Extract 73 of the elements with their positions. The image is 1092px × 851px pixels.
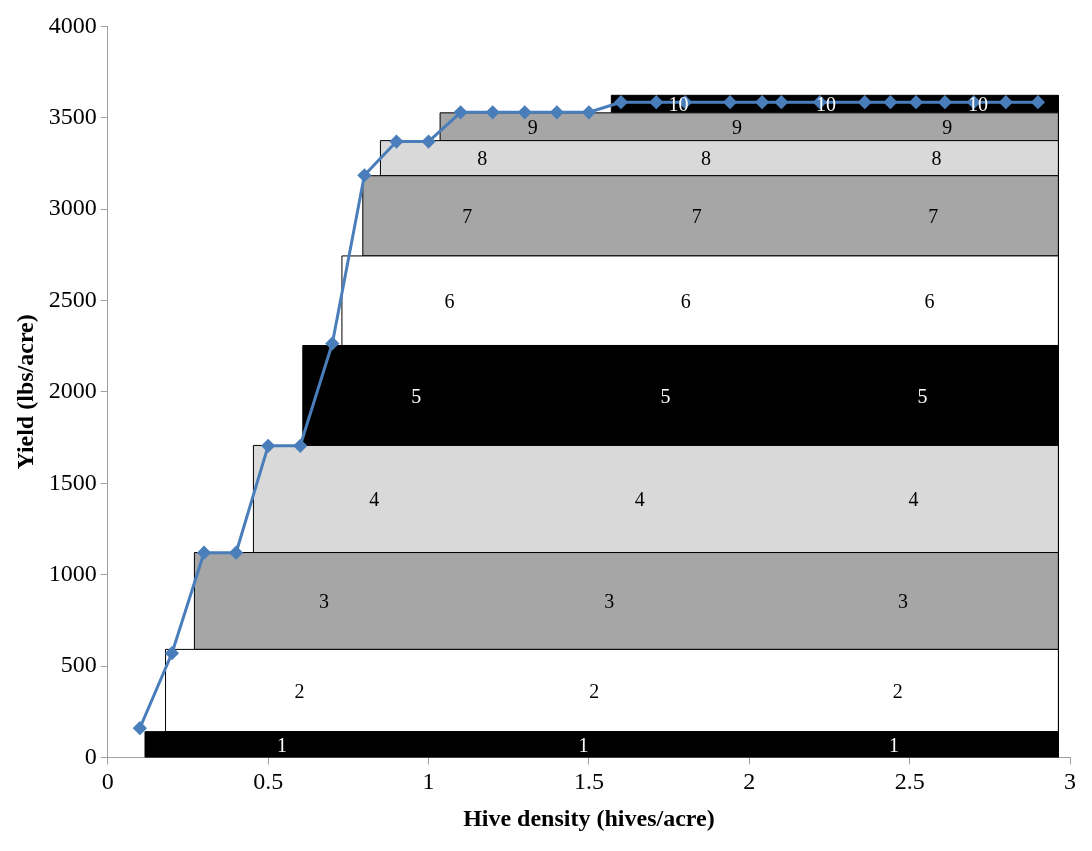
x-tick-label: 0.5 [253, 768, 284, 795]
text: 2 [589, 679, 600, 702]
text: 8 [931, 147, 942, 170]
series-label: 9 [527, 115, 538, 138]
point [293, 439, 307, 453]
series-label: 1 [277, 733, 288, 756]
point [1031, 95, 1045, 109]
text: 3 [604, 590, 615, 613]
point [649, 95, 663, 109]
point [999, 95, 1013, 109]
y-tick-label: 0 [84, 742, 97, 769]
point [858, 95, 872, 109]
x-tick-label: 1.5 [573, 768, 604, 795]
point [229, 546, 243, 560]
text: 1 [578, 733, 589, 756]
x-tick-label: 1 [422, 768, 435, 795]
y-tick-label: 3500 [48, 103, 97, 130]
point [774, 95, 788, 109]
x-tick-label: 2.5 [894, 768, 925, 795]
text: 5 [917, 384, 928, 407]
y-tick-label: 1500 [48, 468, 97, 495]
series-label: 3 [319, 590, 330, 613]
point [357, 168, 371, 182]
point [325, 336, 339, 350]
y-tick-label: 2500 [48, 285, 97, 312]
series-label: 2 [294, 679, 305, 702]
text: 6 [924, 289, 935, 312]
point [909, 95, 923, 109]
x-tick-label: 2 [743, 768, 756, 795]
text: 7 [928, 205, 939, 228]
series-label: 4 [369, 488, 380, 511]
point [486, 105, 500, 119]
text: 5 [660, 384, 671, 407]
point [582, 105, 596, 119]
x-tick-label: 0 [101, 768, 114, 795]
point [454, 105, 468, 119]
x-axis-title: Hive density (hives/acre) [463, 804, 715, 831]
point [389, 135, 403, 149]
point [197, 546, 211, 560]
y-tick-label: 500 [60, 651, 97, 678]
text: 6 [680, 289, 691, 312]
text: 7 [691, 205, 702, 228]
point [614, 95, 628, 109]
point [261, 439, 275, 453]
point [883, 95, 897, 109]
text: 3 [897, 590, 908, 613]
text: 9 [731, 115, 742, 138]
point [518, 105, 532, 119]
series-label: 6 [444, 289, 455, 312]
text: 1 [889, 733, 900, 756]
point [755, 95, 769, 109]
y-tick-label: 1000 [48, 559, 97, 586]
point [723, 95, 737, 109]
y-tick-label: 3000 [48, 194, 97, 221]
series-label: 7 [462, 205, 473, 228]
text: 10 [967, 93, 988, 116]
point [422, 135, 436, 149]
series-label: 8 [477, 147, 488, 170]
text: 2 [892, 679, 903, 702]
point [133, 721, 147, 735]
series-label: 5 [411, 384, 422, 407]
point [550, 105, 564, 119]
x-tick-label: 3 [1064, 768, 1076, 795]
text: 8 [700, 147, 711, 170]
y-axis-title: Yield (lbs/acre) [11, 314, 38, 470]
text: 9 [942, 115, 953, 138]
point [938, 95, 952, 109]
y-tick-label: 4000 [48, 11, 97, 38]
series-label: 10 [668, 93, 689, 116]
text: 4 [634, 488, 645, 511]
point [165, 646, 179, 660]
y-tick-label: 2000 [48, 377, 97, 404]
text: 4 [908, 488, 919, 511]
